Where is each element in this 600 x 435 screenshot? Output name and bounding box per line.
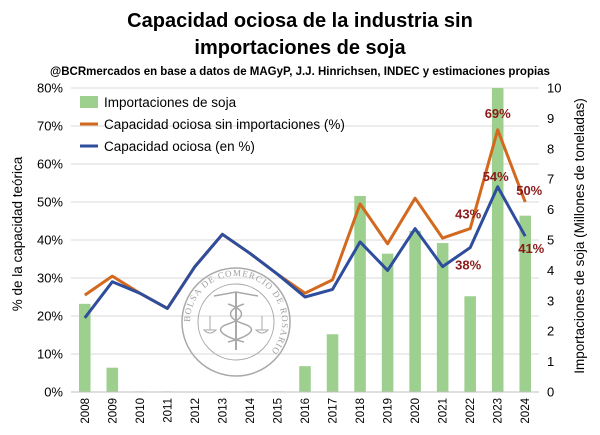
- legend-label: Capacidad ociosa (en %): [104, 139, 255, 154]
- x-tick-label: 2022: [465, 398, 477, 424]
- bar-2009: [106, 367, 119, 392]
- x-tick-label: 2013: [217, 398, 229, 424]
- watermark-seal: BOLSA DE COMERCIO DE ROSARIO: [181, 267, 291, 377]
- seal-serpent: [219, 303, 245, 343]
- legend-label: Importaciones de soja: [104, 95, 237, 110]
- bar-2019: [381, 253, 394, 392]
- right-axis-ticks: 0 1 2 3 4 5 6 7 8 9 10: [547, 81, 561, 400]
- seal-inner-ring: [197, 283, 275, 361]
- x-tick-label: 2011: [162, 398, 174, 423]
- seal-scale-pans: [202, 329, 270, 334]
- x-tick-label: 2021: [438, 398, 450, 424]
- bar-2016: [299, 366, 311, 392]
- chart-title-line1: Capacidad ociosa de la industria sin: [127, 10, 473, 32]
- bar-2021: [436, 243, 449, 392]
- gridlines: [71, 87, 539, 393]
- chart-title-line2: importaciones de soja: [194, 37, 406, 59]
- right-tick-label: 0: [547, 385, 554, 400]
- x-axis-ticks: 2008 2009 2010 2011 2012 2013 2014 2015 2016 2017…: [80, 397, 532, 423]
- legend: Importaciones de soja Capacidad ociosa si…: [80, 95, 345, 154]
- data-labels: 43% 69% 50% 38% 54% 41%: [455, 106, 545, 273]
- bar-2023: [491, 88, 504, 392]
- line-markers: [84, 129, 526, 318]
- left-tick-label: 60%: [37, 157, 63, 172]
- bar-2024: [519, 215, 532, 392]
- data-label: 43%: [455, 207, 481, 222]
- x-tick-label: 2016: [300, 398, 312, 424]
- chart-subtitle: @BCRmercados en base a datos de MAGyP, J…: [50, 66, 550, 78]
- x-tick-label: 2012: [190, 398, 202, 424]
- left-tick-label: 30%: [37, 271, 63, 286]
- x-tick-label: 2018: [355, 398, 367, 424]
- data-label: 41%: [518, 241, 544, 256]
- bar-series-importaciones: [78, 88, 532, 392]
- right-tick-label: 9: [547, 111, 554, 126]
- x-tick-label: 2010: [135, 398, 147, 424]
- left-tick-label: 50%: [37, 195, 63, 210]
- y-axis-left-label: % de la capacidad teórica: [10, 156, 25, 311]
- x-tick-label: 2020: [410, 398, 422, 424]
- bar-2017: [326, 334, 339, 392]
- right-tick-label: 8: [547, 141, 554, 156]
- right-tick-label: 10: [547, 81, 561, 96]
- line-series: [83, 128, 527, 319]
- right-tick-label: 6: [547, 202, 554, 217]
- left-tick-label: 40%: [37, 233, 63, 248]
- seal-wings: [213, 291, 259, 297]
- right-tick-label: 7: [547, 172, 554, 187]
- left-tick-label: 70%: [37, 119, 63, 134]
- bar-2022: [464, 296, 476, 392]
- bar-2008: [78, 303, 91, 392]
- bar-2018: [354, 195, 366, 392]
- right-tick-label: 1: [547, 354, 554, 369]
- seal-outer-ring: [181, 267, 291, 377]
- x-tick-label: 2023: [493, 398, 505, 424]
- right-tick-label: 4: [547, 263, 554, 278]
- data-label: 38%: [455, 258, 481, 273]
- x-tick-label: 2017: [328, 398, 340, 424]
- x-tick-label: 2015: [273, 398, 285, 424]
- x-tick-label: 2024: [520, 397, 532, 423]
- x-tick-label: 2008: [80, 398, 92, 424]
- x-tick-label: 2019: [383, 398, 395, 424]
- left-tick-label: 80%: [37, 81, 63, 96]
- y-axis-right-label: Importaciones de soja (Millones de tonel…: [572, 98, 587, 373]
- data-label: 69%: [485, 106, 511, 121]
- x-tick-label: 2009: [107, 398, 119, 424]
- left-tick-label: 20%: [37, 309, 63, 324]
- bar-2020: [409, 230, 421, 392]
- left-tick-label: 10%: [37, 347, 63, 362]
- right-tick-label: 5: [547, 233, 554, 248]
- legend-swatch-bar: [80, 96, 98, 108]
- right-tick-label: 3: [547, 293, 554, 308]
- x-tick-label: 2014: [245, 397, 257, 423]
- data-label: 50%: [516, 183, 542, 198]
- seal-serpent-2: [227, 303, 253, 343]
- legend-label: Capacidad ociosa sin importaciones (%): [104, 117, 345, 132]
- left-tick-label: 0%: [44, 385, 63, 400]
- data-label: 54%: [483, 169, 509, 184]
- right-tick-label: 2: [547, 324, 554, 339]
- left-axis-ticks: 0% 10% 20% 30% 40% 50% 60% 70% 80%: [37, 81, 63, 400]
